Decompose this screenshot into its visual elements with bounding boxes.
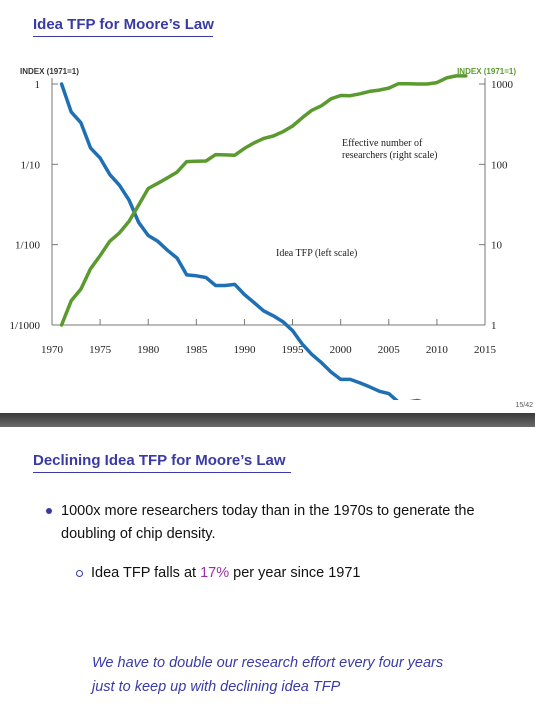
quote-line-2: just to keep up with declining idea TFP [92, 679, 341, 695]
right-tick-label: 1000 [491, 79, 514, 91]
slide2-title: Declining Idea TFP for Moore’s Law [33, 452, 286, 469]
x-tick-label: 2005 [378, 344, 401, 356]
left-axis-label: INDEX (1971=1) [20, 67, 79, 76]
bullet-text-1: 1000x more researchers today than in the… [61, 503, 475, 542]
bullet2-percent: 17% [200, 565, 230, 581]
left-tick-label: 1/100 [15, 240, 41, 252]
right-tick-label: 100 [491, 159, 508, 171]
x-tick-label: 2015 [474, 344, 497, 356]
slide1-title: Idea TFP for Moore’s Law [33, 16, 214, 33]
blue-annotation: Idea TFP (left scale) [276, 248, 357, 259]
quote-line-1: We have to double our research effort ev… [92, 655, 444, 671]
bullet-item-2: Idea TFP falls at 17% per year since 197… [76, 565, 361, 581]
quote: We have to double our research effort ev… [92, 651, 512, 699]
bullet-text-2: Idea TFP falls at 17% per year since 197… [76, 565, 361, 581]
chart-svg: INDEX (1971=1) INDEX (1971=1) Effective … [9, 67, 516, 400]
bullet-item-1: 1000x more researchers today than in the… [46, 500, 516, 546]
bullet2-after: per year since 1971 [229, 565, 361, 581]
x-tick-label: 1985 [185, 344, 208, 356]
page-number: 15/42 [515, 402, 533, 409]
x-tick-label: 1990 [233, 344, 256, 356]
green-annotation-line2: researchers (right scale) [342, 150, 438, 161]
right-tick-label: 10 [491, 240, 503, 252]
x-tick-label: 2000 [330, 344, 353, 356]
idea-tfp-line [59, 82, 422, 400]
left-tick-label: 1/10 [20, 159, 40, 171]
x-tick-label: 1995 [282, 344, 305, 356]
researchers-line [59, 74, 468, 327]
bullet-dot-icon [46, 508, 52, 514]
right-axis-label: INDEX (1971=1) [457, 67, 516, 76]
left-tick-label: 1 [35, 79, 41, 91]
chart: INDEX (1971=1) INDEX (1971=1) Effective … [9, 67, 516, 400]
x-tick-label: 2010 [426, 344, 449, 356]
bullet2-before: Idea TFP falls at [91, 565, 201, 581]
slide1-title-underline [33, 36, 213, 37]
x-tick-label: 1975 [89, 344, 112, 356]
slide-divider [0, 413, 535, 427]
bullet-circle-icon [76, 570, 83, 577]
green-annotation-line1: Effective number of [342, 138, 423, 149]
left-tick-label: 1/1000 [9, 320, 40, 332]
right-tick-label: 1 [491, 320, 497, 332]
slide2-title-underline [33, 472, 291, 473]
x-tick-label: 1970 [41, 344, 64, 356]
x-tick-label: 1980 [137, 344, 160, 356]
